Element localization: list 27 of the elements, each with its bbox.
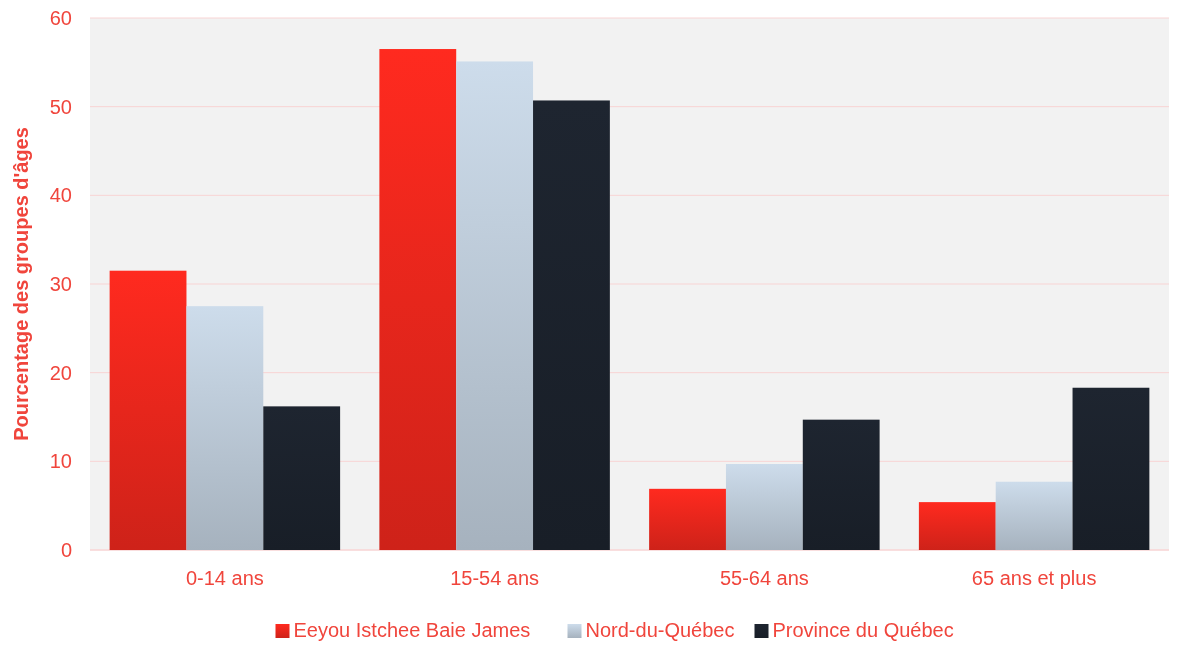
legend-label: Province du Québec — [772, 619, 954, 641]
y-tick-label: 40 — [49, 184, 72, 207]
x-tick-label: 65 ans et plus — [971, 567, 1097, 589]
y-tick-label: 60 — [49, 7, 72, 29]
bar — [263, 406, 341, 550]
y-axis-title: Pourcentage des groupes d'âges — [10, 127, 32, 441]
bar — [725, 463, 803, 550]
y-tick-label: 50 — [49, 95, 72, 118]
y-tick-label: 0 — [60, 539, 72, 561]
bar — [456, 61, 534, 550]
bar — [533, 100, 610, 550]
y-tick-label: 20 — [49, 361, 72, 384]
bar — [1072, 387, 1150, 550]
y-tick-label: 10 — [49, 450, 72, 473]
bar — [379, 49, 457, 550]
bar — [649, 488, 726, 550]
bar — [109, 270, 187, 550]
bar — [918, 502, 996, 550]
x-tick-label: 55-64 ans — [719, 567, 809, 589]
bar — [802, 419, 880, 550]
x-tick-label: 15-54 ans — [450, 567, 540, 589]
legend-label: Nord-du-Québec — [585, 619, 735, 641]
x-tick-label: 0-14 ans — [185, 567, 264, 589]
y-tick-label: 30 — [49, 273, 72, 295]
bar — [186, 306, 264, 550]
legend-label: Eeyou Istchee Baie James — [293, 619, 531, 641]
bar — [995, 481, 1073, 550]
